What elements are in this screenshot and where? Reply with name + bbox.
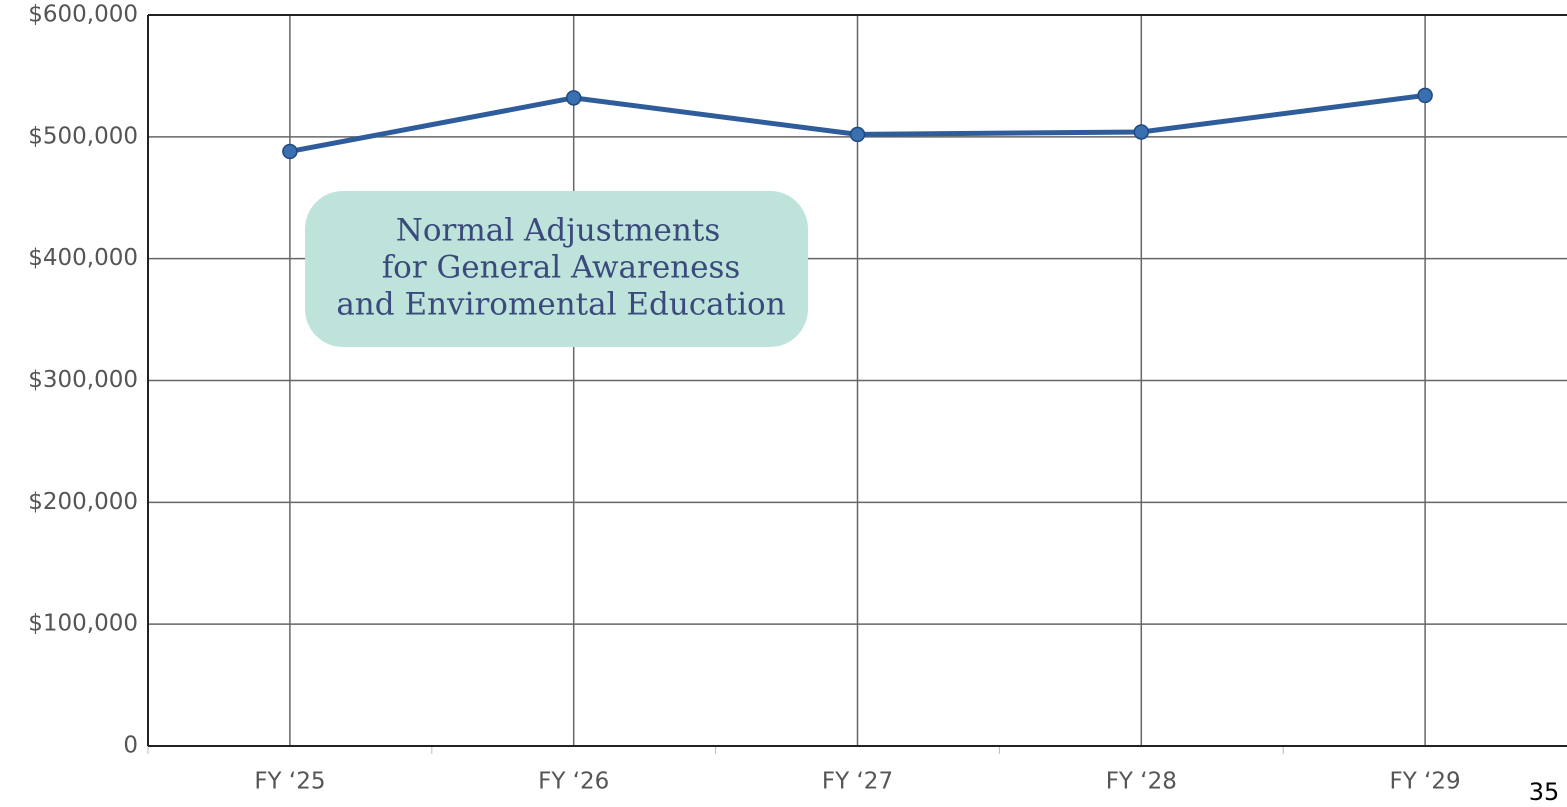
point (282, 143, 298, 160)
x-tick-label: FY ‘26 (538, 769, 609, 795)
y-tick-label: 0 (123, 733, 138, 759)
annotation-box (305, 191, 808, 347)
point (1417, 87, 1433, 104)
y-tick-label: $500,000 (28, 123, 138, 149)
x-tick-label: FY ‘28 (1106, 769, 1177, 795)
y-tick-label: $300,000 (28, 367, 138, 393)
y-tick-label: $600,000 (28, 2, 138, 28)
y-tick-label: $400,000 (28, 245, 138, 271)
plot: 0 $100,000 $200,000 $300,000 $400,000 $500,00… (28, 2, 1567, 795)
x-tick-label: FY ‘25 (254, 769, 325, 795)
annotation-line: Normal Adjustments (396, 213, 721, 249)
page-number: 35 (1529, 778, 1560, 806)
y-tick-label: $100,000 (28, 611, 138, 637)
point (849, 126, 866, 143)
x-tick-label: FY ‘29 (1390, 769, 1461, 795)
annotation-line: for General Awareness (382, 250, 741, 286)
y-tick-label: $200,000 (28, 489, 138, 515)
annotation-line: and Enviromental Education (336, 287, 785, 323)
x-tick-label: FY ‘27 (822, 769, 893, 795)
point (565, 90, 582, 106)
point (1133, 124, 1150, 140)
